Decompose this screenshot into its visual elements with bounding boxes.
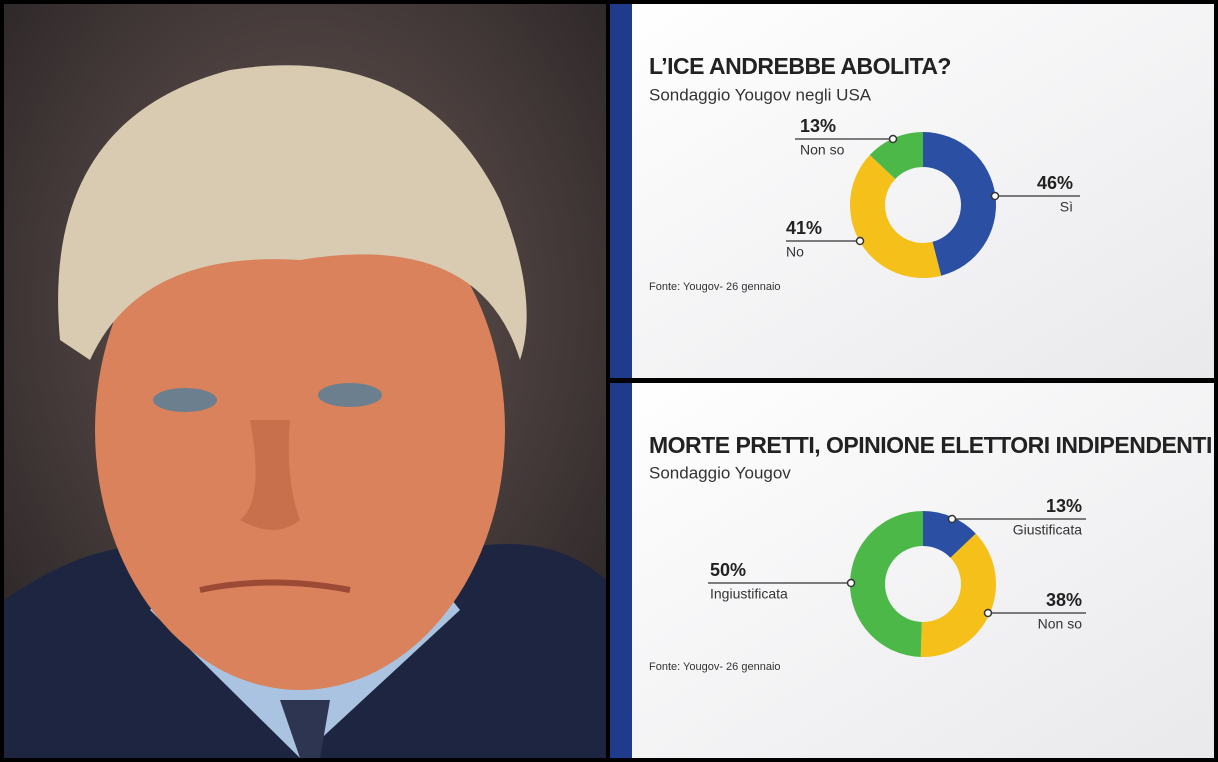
panel-bottom	[610, 383, 1214, 758]
category-label: Ingiustificata	[710, 586, 788, 602]
leader-dot	[846, 578, 856, 588]
chart-title: MORTE PRETTI, OPINIONE ELETTORI INDIPEND…	[649, 432, 1212, 458]
category-label: Non so	[800, 142, 845, 158]
category-label: Non so	[1038, 616, 1083, 632]
value-label: 41%	[786, 218, 822, 238]
donut-segment	[869, 132, 923, 179]
panel-top	[610, 4, 1214, 378]
value-label: 38%	[1046, 590, 1082, 610]
donut-segment	[923, 511, 976, 558]
chart-title: L’ICE ANDREBBE ABOLITA?	[649, 53, 951, 79]
donut-segment	[920, 533, 996, 657]
donut-segment	[850, 511, 923, 657]
donut-segment	[923, 132, 997, 276]
category-label: No	[786, 244, 804, 260]
category-label: Giustificata	[1013, 522, 1082, 538]
source: Fonte: Yougov- 26 gennaio	[649, 661, 781, 673]
category-label: Sì	[1060, 199, 1073, 215]
value-label: 50%	[710, 560, 746, 580]
leader-dot	[855, 236, 865, 246]
leader-dot	[888, 134, 898, 144]
value-label: 46%	[1037, 173, 1073, 193]
chart-subtitle: Sondaggio Yougov negli USA	[649, 85, 872, 104]
value-label: 13%	[800, 116, 836, 136]
photo	[4, 4, 606, 758]
leader-dot	[990, 191, 1000, 201]
donut-segment	[849, 155, 942, 278]
leader-dot	[947, 514, 957, 524]
chart-subtitle: Sondaggio Yougov	[649, 463, 791, 482]
value-label: 13%	[1046, 496, 1082, 516]
leader-dot	[983, 608, 993, 618]
source: Fonte: Yougov- 26 gennaio	[649, 281, 781, 293]
